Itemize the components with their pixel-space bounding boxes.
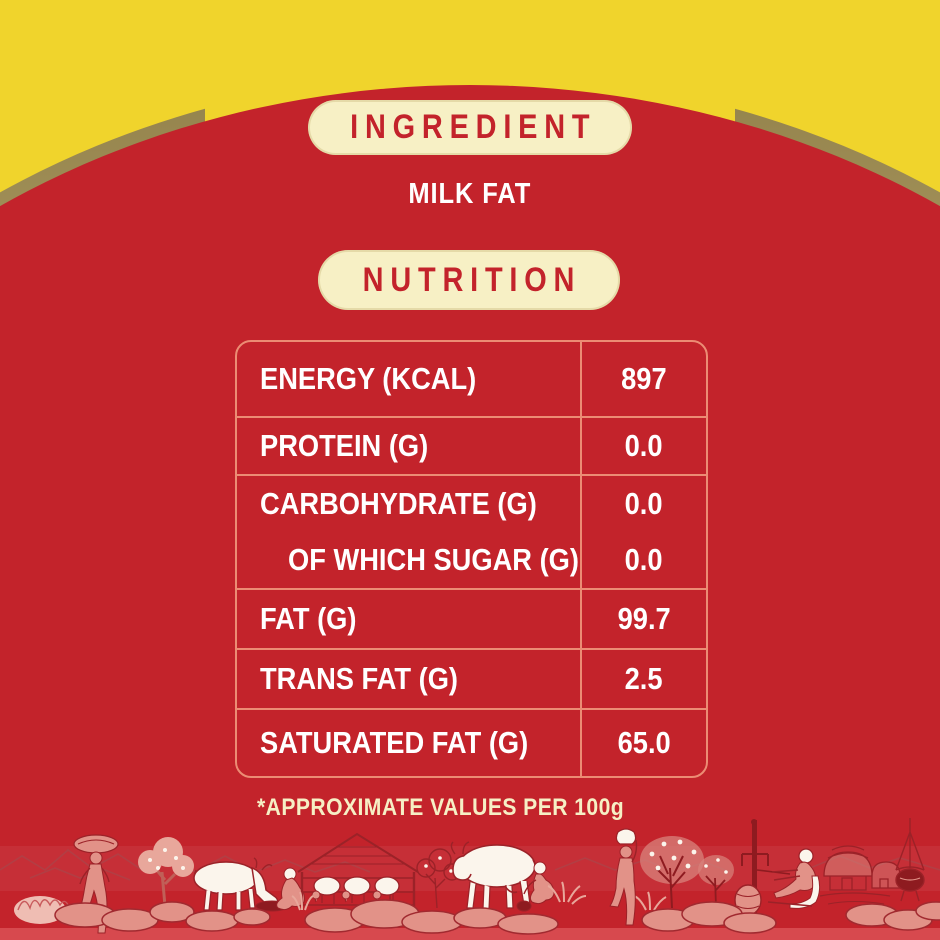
- ingredient-value: MILK FAT: [408, 178, 532, 210]
- row-label: FAT (G): [260, 601, 357, 636]
- row-value: 897: [580, 342, 706, 416]
- nutrition-footnote: *APPROXIMATE VALUES PER 100g: [257, 794, 625, 821]
- row-label: SATURATED FAT (G): [260, 725, 529, 760]
- row-label: PROTEIN (G): [260, 428, 429, 463]
- cow-at-trough-icon: [193, 857, 289, 912]
- table-row: ENERGY (KCAL) 897: [237, 342, 706, 416]
- tree-icon: [640, 836, 704, 909]
- table-row: CARBOHYDRATE (G) OF WHICH SUGAR (G) 0.0 0.0: [237, 474, 706, 588]
- row-label: TRANS FAT (G): [260, 661, 459, 696]
- tree-icon: [698, 855, 734, 907]
- row-label: CARBOHYDRATE (G) OF WHICH SUGAR (G): [260, 486, 579, 577]
- ingredient-heading: INGREDIENT: [350, 108, 597, 146]
- row-label: ENERGY (KCAL): [260, 361, 477, 396]
- row-value: 99.7: [580, 590, 706, 648]
- rocks-icon: [54, 899, 940, 935]
- sheep-pen-hut-icon: [297, 832, 419, 910]
- table-row: PROTEIN (G) 0.0: [237, 416, 706, 474]
- nutrition-table: ENERGY (KCAL) 897 PROTEIN (G) 0.0 CARBOHYDRA…: [235, 340, 708, 778]
- woman-churning-icon: [767, 848, 821, 909]
- nutrition-heading: NUTRITION: [363, 260, 582, 299]
- row-value: 0.0: [580, 418, 706, 474]
- bottom-strip: [0, 928, 940, 940]
- nutrition-heading-pill: NUTRITION: [318, 250, 620, 310]
- village-scene-illustration: [0, 818, 940, 935]
- table-row: TRANS FAT (G) 2.5: [237, 648, 706, 708]
- grass-icon: [291, 881, 667, 911]
- tree-icon: [138, 837, 194, 907]
- row-value: 65.0: [580, 710, 706, 776]
- table-row: FAT (G) 99.7: [237, 588, 706, 648]
- milkmaid-icon: [516, 861, 555, 912]
- woman-with-pot-icon: [609, 828, 638, 926]
- row-value: 0.0 0.0: [580, 476, 706, 588]
- hanging-pot-icon: [895, 818, 925, 902]
- bush-icon: [14, 896, 70, 924]
- ingredient-heading-pill: INGREDIENT: [308, 100, 632, 155]
- row-value: 2.5: [580, 650, 706, 708]
- table-row: SATURATED FAT (G) 65.0: [237, 708, 706, 776]
